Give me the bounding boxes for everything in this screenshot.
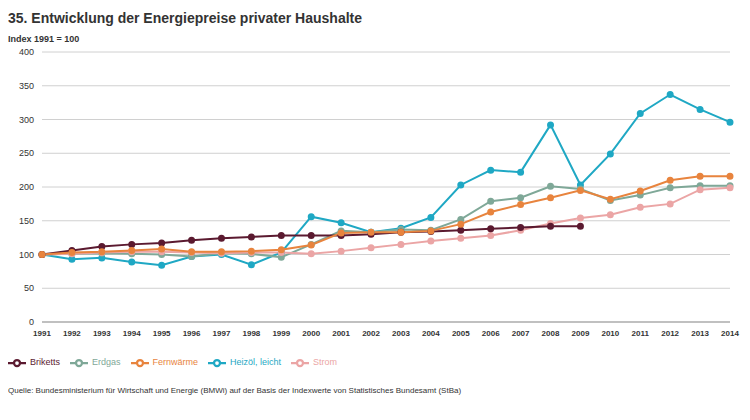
svg-text:1999: 1999 — [272, 329, 290, 338]
svg-text:2012: 2012 — [661, 329, 679, 338]
svg-text:2007: 2007 — [512, 329, 530, 338]
html-text:Fernwärme: Fernwärme — [152, 357, 199, 368]
svg-text:1995: 1995 — [153, 329, 171, 338]
svg-text:2013: 2013 — [691, 329, 709, 338]
svg-text:350: 350 — [19, 81, 34, 91]
svg-text:250: 250 — [19, 148, 34, 158]
svg-text:2014: 2014 — [721, 329, 739, 338]
svg-text:2005: 2005 — [452, 329, 470, 338]
html-text:Strom: Strom — [313, 357, 338, 368]
svg-text:200: 200 — [19, 182, 34, 192]
svg-text:2004: 2004 — [422, 329, 440, 338]
svg-text:2000: 2000 — [302, 329, 320, 338]
svg-text:2006: 2006 — [482, 329, 500, 338]
svg-text:1992: 1992 — [63, 329, 81, 338]
svg-text:2010: 2010 — [601, 329, 619, 338]
svg-text:2009: 2009 — [572, 329, 590, 338]
html-text:35. Entwicklung der Energiepre: 35. Entwicklung der Energiepreise privat… — [8, 10, 362, 26]
html-text:Erdgas: Erdgas — [92, 357, 121, 368]
svg-text:2001: 2001 — [332, 329, 350, 338]
svg-text:150: 150 — [19, 216, 34, 226]
svg-text:0: 0 — [29, 317, 34, 327]
svg-text:1998: 1998 — [242, 329, 260, 338]
svg-text:1996: 1996 — [183, 329, 201, 338]
svg-text:400: 400 — [19, 47, 34, 57]
svg-text:50: 50 — [24, 283, 34, 293]
html-text:Heizöl, leicht: Heizöl, leicht — [230, 357, 282, 368]
html-text:Briketts: Briketts — [30, 357, 60, 368]
svg-text:1993: 1993 — [93, 329, 111, 338]
html-text:Quelle: Bundesministerium für: Quelle: Bundesministerium für Wirtschaft… — [8, 386, 462, 395]
svg-text:2003: 2003 — [392, 329, 410, 338]
html-text:Index 1991 = 100: Index 1991 = 100 — [8, 34, 80, 44]
svg-text:1997: 1997 — [213, 329, 231, 338]
svg-text:2002: 2002 — [362, 329, 380, 338]
svg-text:100: 100 — [19, 250, 34, 260]
svg-text:300: 300 — [19, 115, 34, 125]
svg-text:1991: 1991 — [33, 329, 51, 338]
svg-text:2008: 2008 — [542, 329, 560, 338]
svg-text:2011: 2011 — [632, 329, 650, 338]
svg-text:1994: 1994 — [123, 329, 141, 338]
